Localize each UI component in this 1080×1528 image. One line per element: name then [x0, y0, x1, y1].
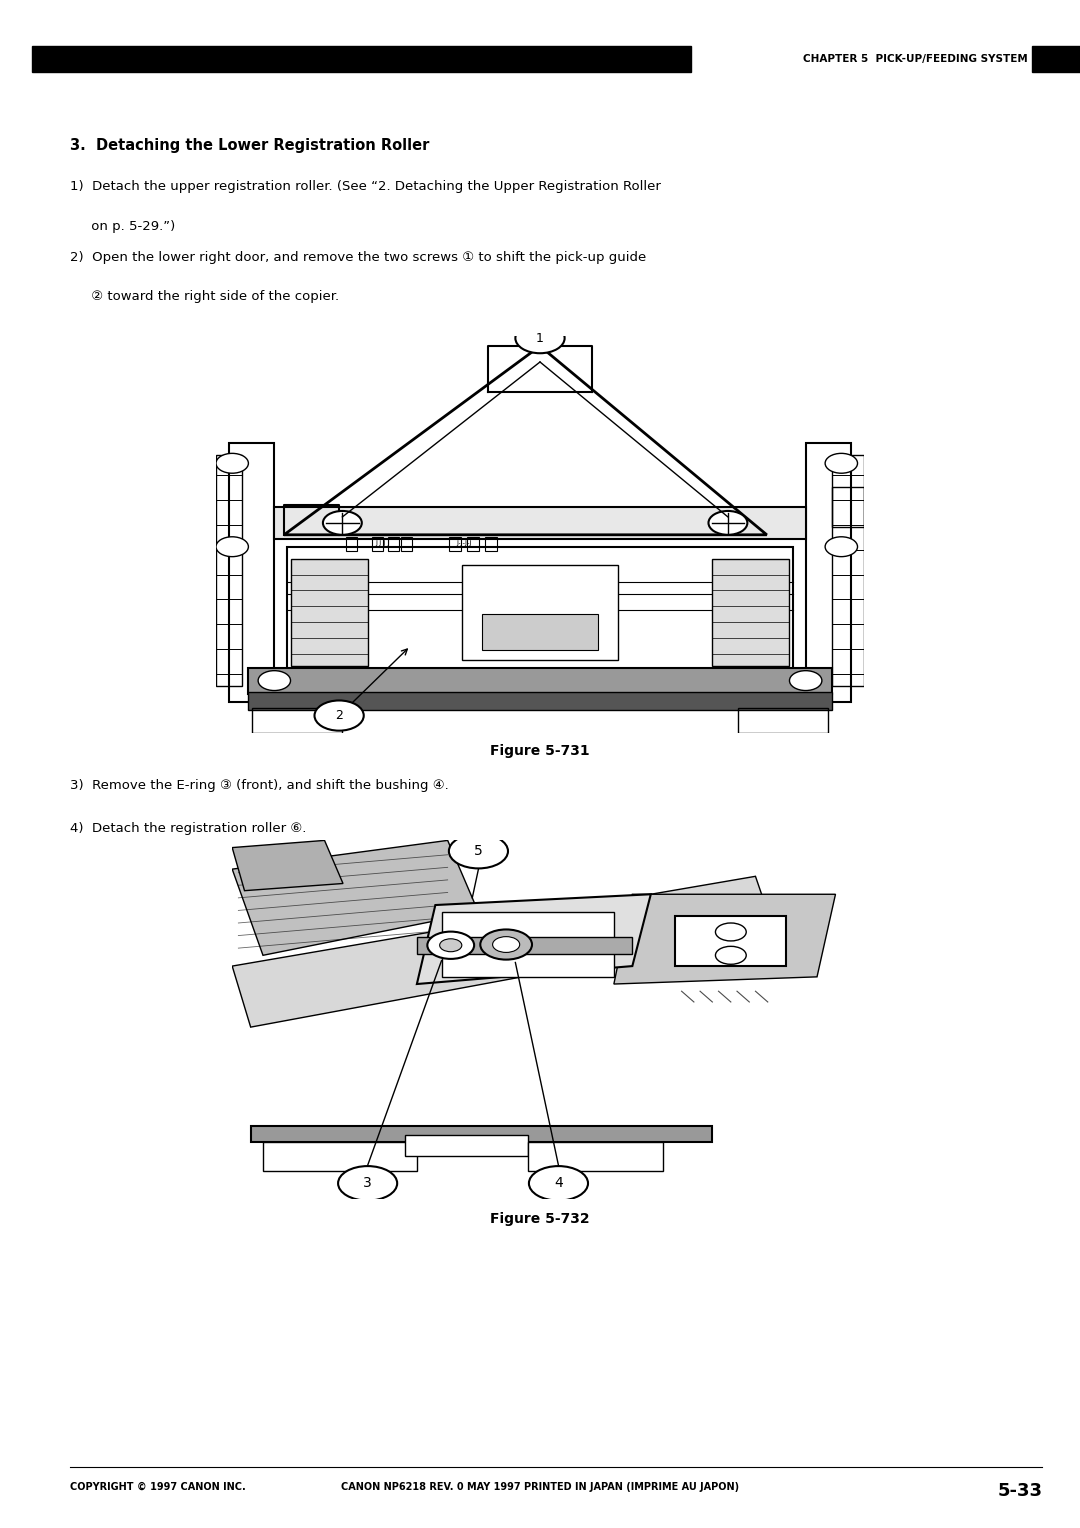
Circle shape [216, 536, 248, 556]
Polygon shape [417, 894, 651, 984]
Circle shape [338, 1166, 397, 1201]
Bar [528, 1141, 663, 1170]
Bar [462, 564, 618, 660]
Circle shape [323, 510, 362, 535]
Bar [449, 536, 461, 550]
Circle shape [314, 700, 364, 730]
Bar [32, 46, 691, 72]
Circle shape [825, 454, 858, 474]
Text: 2: 2 [335, 709, 343, 723]
Bar [806, 443, 851, 701]
Bar [468, 536, 480, 550]
Text: COPYRIGHT © 1997 CANON INC.: COPYRIGHT © 1997 CANON INC. [70, 1482, 246, 1493]
Text: CHAPTER 5  PICK-UP/FEEDING SYSTEM: CHAPTER 5 PICK-UP/FEEDING SYSTEM [804, 53, 1028, 64]
Polygon shape [613, 894, 836, 984]
Text: j-j-j-j: j-j-j-j [456, 539, 471, 545]
Text: 3)  Remove the E-ring ③ (front), and shift the bushing ④.: 3) Remove the E-ring ③ (front), and shif… [70, 779, 449, 793]
Circle shape [715, 923, 746, 941]
Bar [1032, 46, 1080, 72]
Circle shape [789, 671, 822, 691]
Text: 3.  Detaching the Lower Registration Roller: 3. Detaching the Lower Registration Roll… [70, 138, 430, 153]
Circle shape [440, 938, 462, 952]
Circle shape [529, 1166, 588, 1201]
Bar [405, 1135, 528, 1157]
Bar [216, 455, 242, 686]
Text: ② toward the right side of the copier.: ② toward the right side of the copier. [70, 290, 339, 304]
Bar [401, 536, 413, 550]
Bar [738, 707, 828, 733]
Bar [287, 547, 793, 669]
Text: CANON NP6218 REV. 0 MAY 1997 PRINTED IN JAPAN (IMPRIME AU JAPON): CANON NP6218 REV. 0 MAY 1997 PRINTED IN … [341, 1482, 739, 1493]
Bar [832, 487, 864, 527]
Bar [291, 559, 368, 666]
Text: on p. 5-29.”): on p. 5-29.”) [70, 220, 175, 234]
Bar [442, 912, 613, 976]
Text: 4: 4 [554, 1177, 563, 1190]
Bar [252, 707, 342, 733]
Text: Figure 5-732: Figure 5-732 [490, 1212, 590, 1225]
Circle shape [449, 834, 508, 868]
Text: 5-33: 5-33 [997, 1482, 1042, 1500]
Bar [248, 692, 832, 709]
Text: 2)  Open the lower right door, and remove the two screws ① to shift the pick-up : 2) Open the lower right door, and remove… [70, 251, 647, 264]
Polygon shape [232, 840, 478, 955]
Circle shape [708, 510, 747, 535]
Circle shape [715, 946, 746, 964]
Bar [372, 536, 383, 550]
Bar [229, 443, 274, 701]
Bar [274, 507, 806, 539]
Text: 3: 3 [363, 1177, 372, 1190]
Circle shape [825, 536, 858, 556]
Circle shape [216, 454, 248, 474]
Bar [485, 536, 497, 550]
Text: 1)  Detach the upper registration roller. (See “2. Detaching the Upper Registrat: 1) Detach the upper registration roller.… [70, 180, 661, 194]
Circle shape [481, 929, 532, 960]
Bar [675, 915, 786, 966]
Circle shape [428, 932, 474, 960]
Text: j j j j: j j j j [375, 539, 390, 545]
Bar [262, 1141, 417, 1170]
Bar [251, 1126, 713, 1141]
Bar [346, 536, 357, 550]
Bar [417, 937, 632, 953]
Text: 4)  Detach the registration roller ⑥.: 4) Detach the registration roller ⑥. [70, 822, 307, 836]
Circle shape [258, 671, 291, 691]
Polygon shape [232, 876, 774, 1027]
Bar [482, 614, 598, 649]
Bar [832, 455, 864, 686]
Text: 5: 5 [474, 843, 483, 859]
Polygon shape [232, 840, 343, 891]
Circle shape [515, 322, 565, 353]
Bar [388, 536, 400, 550]
Text: 1: 1 [536, 332, 544, 345]
Text: Figure 5-731: Figure 5-731 [490, 744, 590, 758]
Circle shape [492, 937, 519, 952]
Bar [248, 668, 832, 694]
Bar [712, 559, 789, 666]
